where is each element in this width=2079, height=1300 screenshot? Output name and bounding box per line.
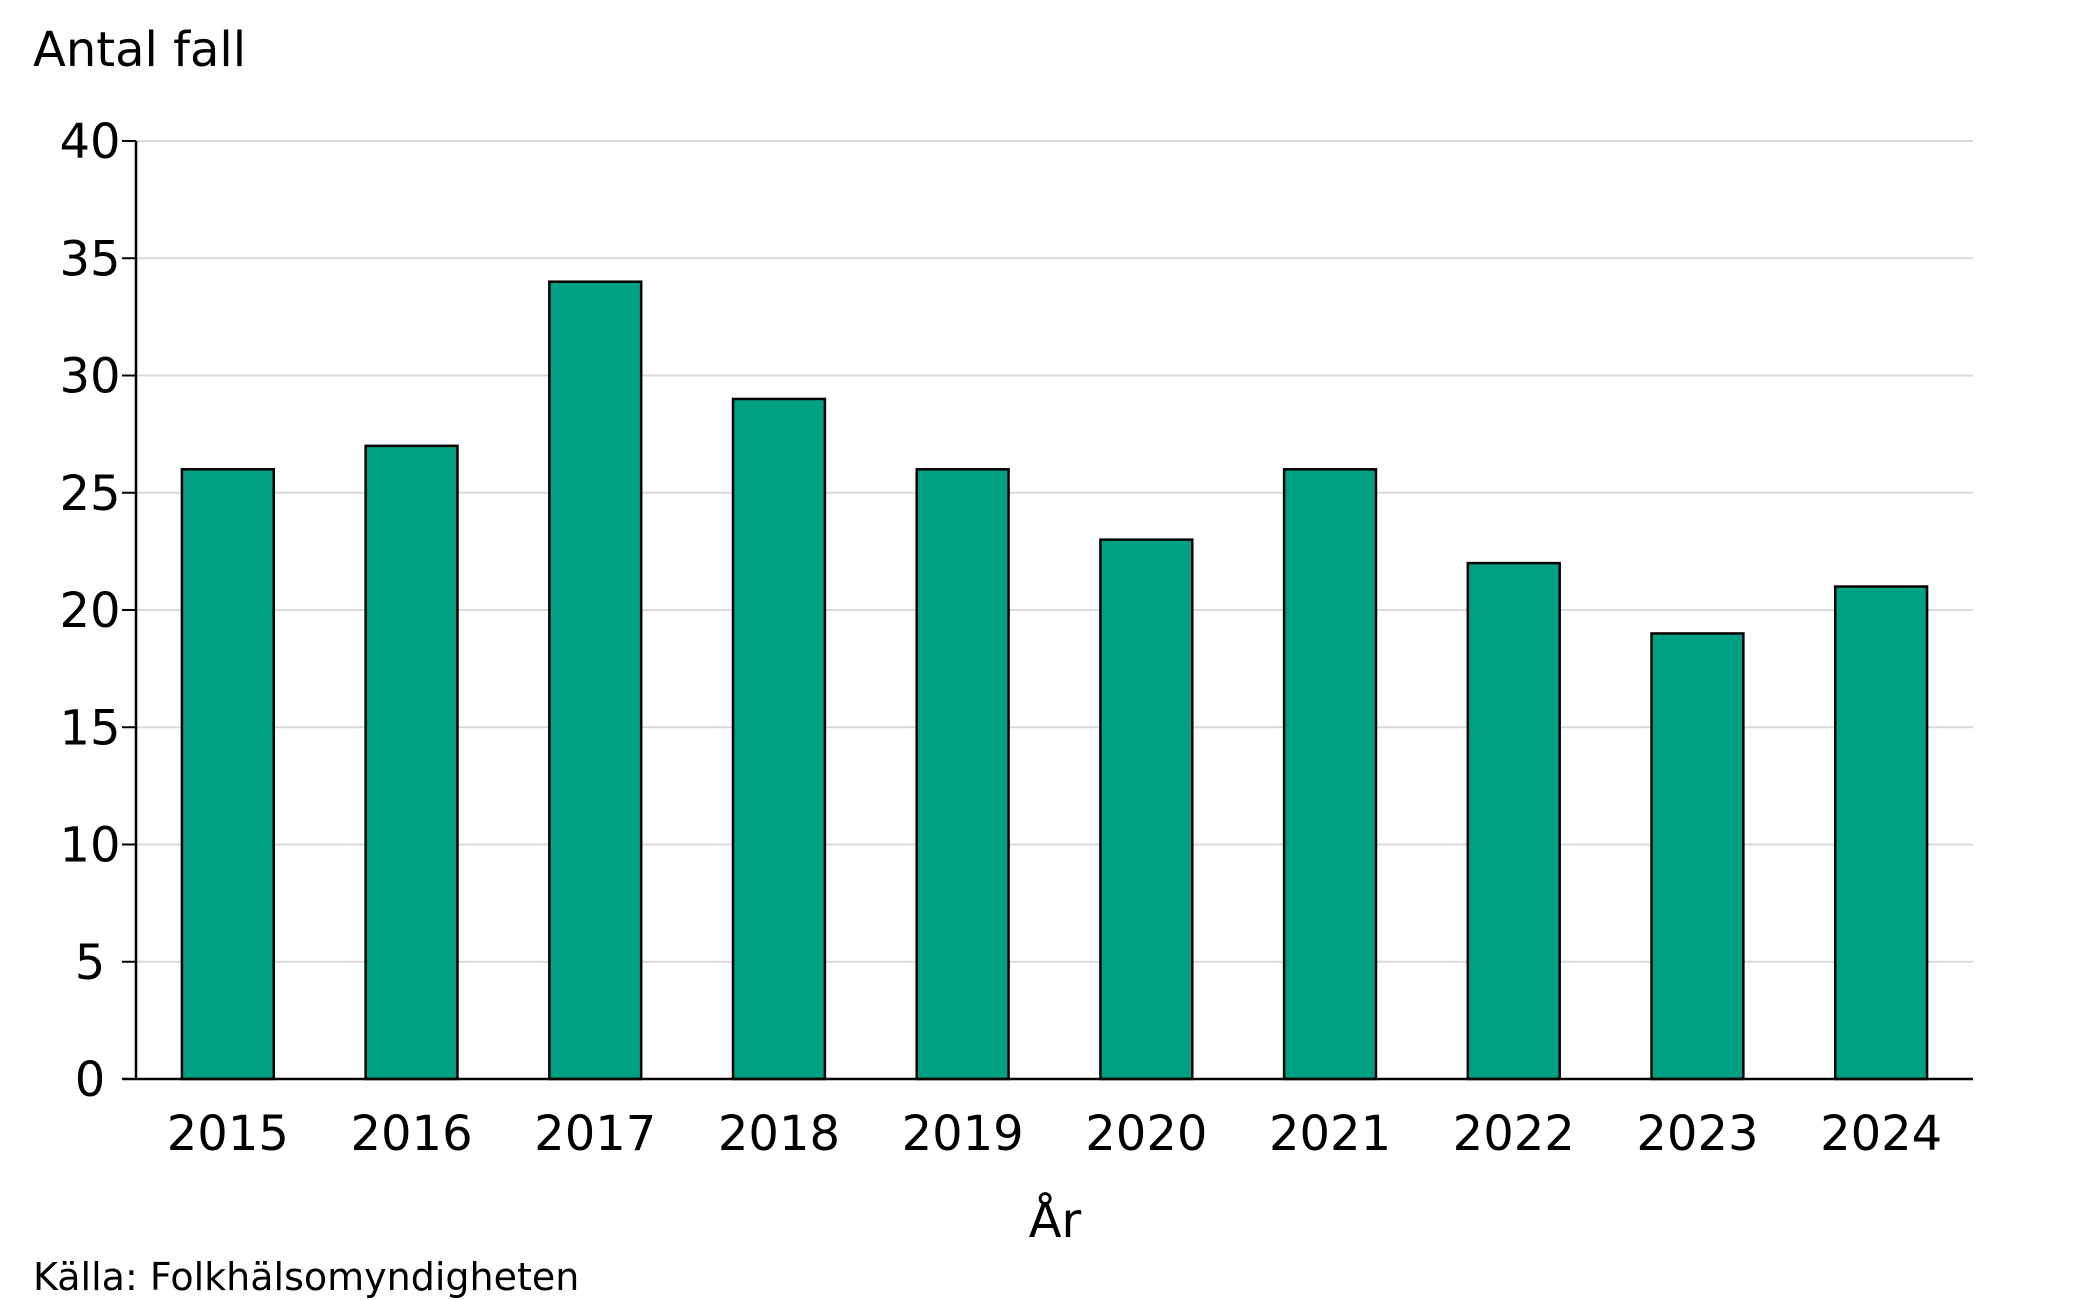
bar-2017	[548, 280, 643, 1081]
x-tick-labels: 2015 2016 2017 2018 2019 2020 2021 2022 2023 2024	[167, 1106, 1942, 1162]
source-note: Källa: Folkhälsomyndigheten	[33, 1255, 579, 1299]
y-tick-label: 20	[59, 583, 120, 639]
x-tick-label: 2018	[718, 1106, 840, 1162]
y-tick-label: 15	[59, 700, 120, 756]
y-tick-labels: 0 5 10 15 20 25 30 35 40	[59, 114, 120, 1108]
bar-2021	[1282, 468, 1378, 1081]
bar-2020	[1099, 538, 1194, 1081]
bar-2023	[1650, 632, 1745, 1081]
x-tick-label: 2015	[167, 1106, 289, 1162]
x-tick-label: 2024	[1820, 1106, 1942, 1162]
x-tick-label: 2017	[534, 1106, 656, 1162]
y-tick-label: 30	[59, 349, 120, 405]
x-tick-label: 2021	[1269, 1106, 1391, 1162]
y-tick-label: 5	[75, 935, 106, 991]
x-tick-label: 2019	[902, 1106, 1024, 1162]
axes	[122, 140, 1973, 1081]
y-tick-label: 40	[59, 114, 120, 170]
bar-2022	[1466, 561, 1561, 1081]
x-tick-label: 2016	[350, 1106, 472, 1162]
bar-2024	[1833, 585, 1929, 1081]
x-tick-label: 2022	[1453, 1106, 1575, 1162]
y-tick-label: 35	[59, 231, 120, 287]
bar-2018	[731, 397, 827, 1081]
bar-2016	[364, 444, 459, 1081]
y-tick-label: 10	[59, 818, 120, 874]
bar-2015	[180, 468, 276, 1081]
y-tick-label: 25	[59, 466, 120, 522]
y-axis-label: Antal fall	[33, 22, 246, 78]
x-axis-label: År	[1029, 1192, 1082, 1249]
y-tick-label: 0	[75, 1052, 106, 1108]
x-tick-label: 2020	[1085, 1106, 1207, 1162]
x-tick-label: 2023	[1636, 1106, 1758, 1162]
bar-2019	[915, 468, 1010, 1081]
bars	[180, 280, 1929, 1081]
